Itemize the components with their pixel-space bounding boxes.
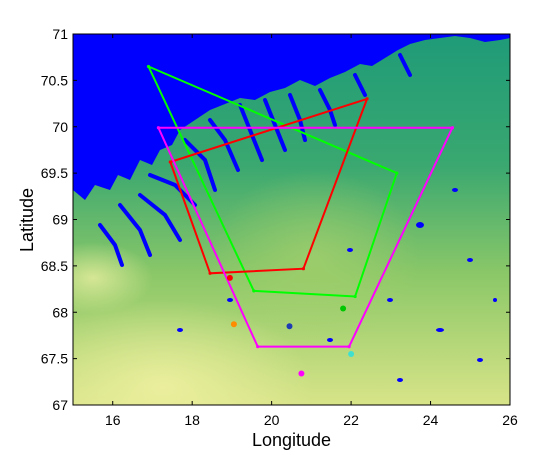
- x-tick-label: 22: [343, 412, 359, 428]
- y-axis-ticks: 67 67.5 68 68.5 69 69.5 70 70.5 71: [41, 26, 510, 413]
- y-tick-label: 67.5: [41, 351, 68, 367]
- marker-point-1: [340, 305, 347, 312]
- polygon-1-vertex-0: [168, 160, 172, 164]
- y-tick-label: 68: [52, 304, 68, 320]
- polygon-0-vertex-3: [252, 289, 256, 293]
- polygon-0-vertex-0: [146, 64, 151, 69]
- polygon-2-vertex-2: [347, 345, 351, 349]
- marker-point-2: [286, 323, 293, 330]
- polygon-2-vertex-0: [156, 126, 160, 130]
- midland: [150, 120, 450, 370]
- marker-layer: [226, 274, 355, 377]
- x-axis-label: Longitude: [252, 430, 331, 450]
- polygon-1-vertex-1: [365, 97, 369, 101]
- x-axis-ticks: 16 18 20 22 24 26: [105, 34, 518, 428]
- elevation-map: [73, 34, 510, 405]
- polygon-2-vertex-3: [256, 345, 260, 349]
- marker-point-5: [298, 370, 305, 377]
- polygon-1-vertex-2: [301, 267, 305, 271]
- polygon-1-vertex-3: [208, 271, 212, 275]
- y-tick-label: 67: [52, 397, 68, 413]
- y-tick-label: 70.5: [41, 72, 68, 88]
- lakes: [177, 188, 497, 382]
- y-tick-label: 69.5: [41, 165, 68, 181]
- y-tick-label: 69: [52, 212, 68, 228]
- y-tick-label: 71: [52, 26, 68, 42]
- x-tick-label: 20: [264, 412, 280, 428]
- x-tick-label: 16: [105, 412, 121, 428]
- y-axis-label: Latitude: [17, 188, 37, 252]
- marker-point-4: [348, 351, 355, 357]
- x-tick-label: 18: [184, 412, 200, 428]
- marker-point-0: [226, 274, 233, 281]
- polygon-0-vertex-2: [353, 294, 357, 299]
- y-tick-label: 70: [52, 119, 68, 135]
- polygon-2-vertex-1: [450, 126, 454, 130]
- fjords: [98, 53, 412, 267]
- x-tick-label: 26: [502, 412, 518, 428]
- x-tick-label: 24: [423, 412, 439, 428]
- polygon-0-vertex-1: [395, 171, 399, 175]
- marker-point-3: [230, 321, 237, 328]
- y-tick-label: 68.5: [41, 258, 68, 274]
- polygon-layer: [146, 64, 454, 349]
